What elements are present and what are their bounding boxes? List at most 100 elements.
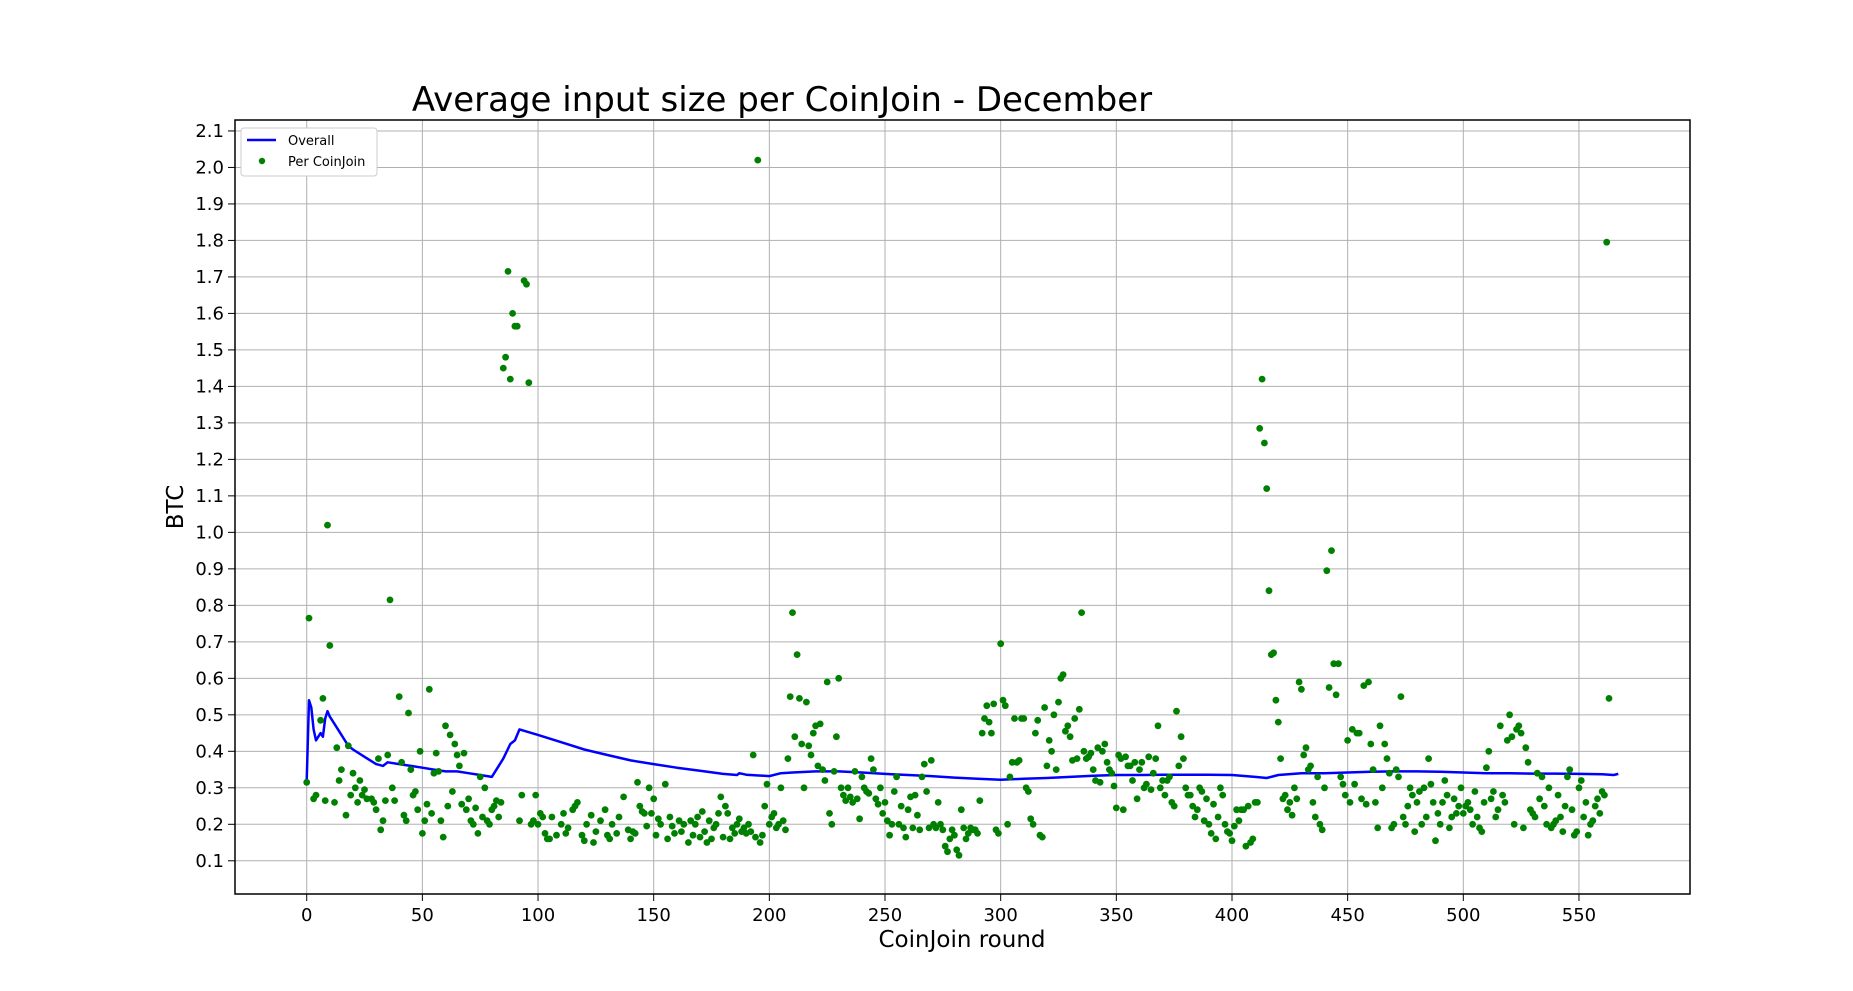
scatter-point <box>761 802 769 810</box>
legend-label-per-coinjoin: Per CoinJoin <box>288 155 365 170</box>
scatter-point <box>1575 784 1583 792</box>
scatter-point <box>608 820 616 828</box>
scatter-point <box>964 830 972 837</box>
scatter-point <box>458 800 466 808</box>
y-tick-label: 0.5 <box>195 705 224 726</box>
scatter-point <box>1272 696 1280 704</box>
scatter-point <box>775 820 782 828</box>
scatter-point <box>1591 802 1599 810</box>
scatter-point <box>305 614 313 622</box>
scatter-point <box>634 778 641 786</box>
scatter-point <box>525 379 533 387</box>
scatter-point <box>1344 737 1351 744</box>
scatter-point <box>881 799 889 806</box>
scatter-point <box>920 760 928 768</box>
scatter-point <box>1552 817 1560 825</box>
scatter-point <box>976 797 984 804</box>
scatter-point <box>1288 811 1296 819</box>
scatter-point <box>382 797 389 804</box>
scatter-point <box>1043 762 1051 770</box>
scatter-point <box>1369 766 1377 773</box>
scatter-point <box>1314 773 1321 781</box>
scatter-point <box>513 322 521 330</box>
scatter-point <box>574 799 581 806</box>
scatter-point <box>962 835 970 843</box>
scatter-point <box>1409 791 1416 799</box>
scatter-point <box>1096 778 1104 786</box>
scatter-point <box>1496 722 1504 730</box>
y-tick-label: 1.7 <box>195 267 224 288</box>
scatter-point <box>995 830 1002 837</box>
scatter-point <box>1328 547 1335 554</box>
scatter-point <box>816 720 824 728</box>
scatter-point <box>1200 817 1208 825</box>
scatter-point <box>687 817 695 825</box>
scatter-point <box>805 742 813 750</box>
scatter-point <box>354 799 361 806</box>
scatter-point <box>1129 777 1136 784</box>
scatter-point <box>833 733 840 741</box>
y-tick-label: 0.6 <box>195 668 224 689</box>
scatter-point <box>1286 799 1294 806</box>
scatter-point <box>1186 791 1194 799</box>
scatter-point <box>1240 806 1247 814</box>
scatter-point <box>1464 799 1472 806</box>
scatter-point <box>1066 733 1074 741</box>
scatter-point <box>1582 799 1590 806</box>
scatter-point <box>627 835 634 843</box>
scatter-point <box>1041 704 1048 711</box>
y-tick-label: 2.1 <box>195 121 224 142</box>
scatter-point <box>1420 784 1428 792</box>
scatter-point <box>735 815 743 823</box>
scatter-point <box>1064 722 1072 730</box>
scatter-point <box>724 810 732 817</box>
scatter-point <box>1182 784 1190 792</box>
scatter-point <box>439 833 447 841</box>
scatter-point <box>1101 740 1109 748</box>
scatter-point <box>317 716 324 724</box>
scatter-point <box>386 596 394 604</box>
scatter-point <box>1138 758 1146 766</box>
scatter-point <box>1446 824 1453 832</box>
scatter-point <box>865 789 873 797</box>
scatter-point <box>442 722 449 730</box>
scatter-point <box>1335 660 1342 668</box>
scatter-point <box>1270 649 1277 657</box>
scatter-point <box>777 784 785 792</box>
scatter-point <box>449 788 456 795</box>
scatter-point <box>338 766 345 773</box>
scatter-point <box>1554 791 1562 799</box>
scatter-point <box>1483 764 1490 772</box>
scatter-point <box>1170 802 1178 810</box>
scatter-point <box>1309 799 1317 806</box>
scatter-point <box>395 693 403 700</box>
scatter-point <box>1075 705 1083 713</box>
scatter-point <box>978 729 986 737</box>
scatter-point <box>303 778 311 786</box>
scatter-point <box>1316 820 1324 828</box>
y-axis-label: BTC <box>163 485 189 530</box>
scatter-point <box>1045 737 1053 744</box>
scatter-point <box>983 702 991 710</box>
scatter-point <box>728 824 736 832</box>
scatter-point <box>615 813 623 821</box>
scatter-point <box>1108 769 1116 777</box>
scatter-point <box>391 797 398 804</box>
scatter-point <box>747 828 755 835</box>
scatter-point <box>914 811 921 819</box>
scatter-point <box>384 751 392 759</box>
scatter-point <box>1466 806 1474 814</box>
scatter-point <box>944 848 951 856</box>
scatter-point <box>402 817 410 825</box>
scatter-point <box>504 268 512 275</box>
scatter-point <box>523 280 530 288</box>
scatter-point <box>1291 784 1298 792</box>
scatter-point <box>465 795 472 803</box>
scatter-point <box>1307 762 1314 770</box>
scatter-point <box>1110 782 1118 790</box>
scatter-point <box>1203 795 1210 803</box>
scatter-point <box>425 685 433 693</box>
scatter-point <box>1399 813 1407 821</box>
scatter-point <box>1112 804 1120 812</box>
scatter-point <box>1564 773 1571 781</box>
